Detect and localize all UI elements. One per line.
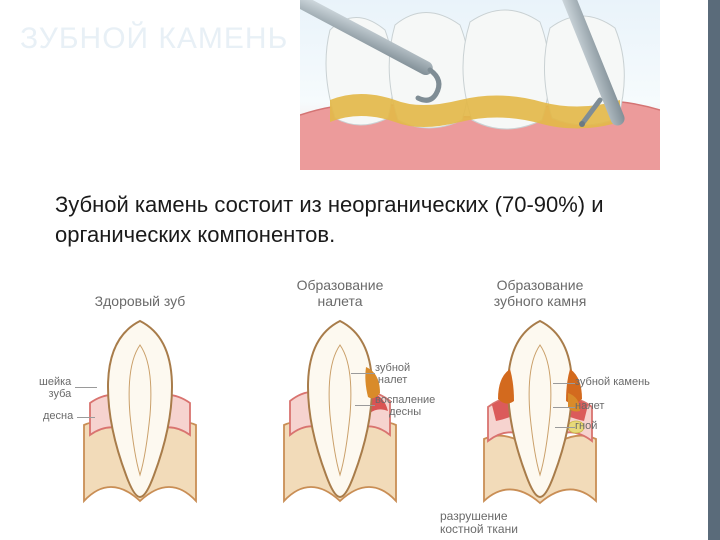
page-title: ЗУБНОЙ КАМЕНЬ (20, 22, 288, 56)
tooth-illustration: зубнойналет воспалениедесны (245, 315, 435, 510)
diagram-label: налет (575, 401, 604, 413)
diagram-col-title: Образованиезубного камня (445, 275, 635, 309)
diagram-label: воспалениедесны (375, 395, 435, 418)
body-text: Зубной камень состоит из неорганических … (55, 190, 615, 249)
diagram-label: гной (575, 421, 597, 433)
diagram-column: Образованиеналета зубнойналет воспаление… (245, 275, 435, 510)
hero-image (300, 0, 660, 170)
diagram-label: шейказуба (39, 377, 71, 400)
diagram-column: Здоровый зуб шейказуба десна (45, 275, 235, 510)
diagram-label: десна (43, 411, 73, 423)
diagram-bottom-label: разрушениекостной ткани (440, 510, 518, 536)
diagram-label: зубнойналет (375, 363, 410, 386)
diagram-col-title: Здоровый зуб (45, 275, 235, 309)
diagram-col-title: Образованиеналета (245, 275, 435, 309)
diagram-column: Образованиезубного камня зубной (445, 275, 635, 510)
tooth-illustration: зубной камень налет гной (445, 315, 635, 510)
tooth-illustration: шейказуба десна (45, 315, 235, 510)
diagram-label: зубной камень (575, 377, 650, 389)
tooth-diagram: Здоровый зуб шейказуба десна Образование… (45, 275, 645, 525)
accent-border (708, 0, 720, 540)
